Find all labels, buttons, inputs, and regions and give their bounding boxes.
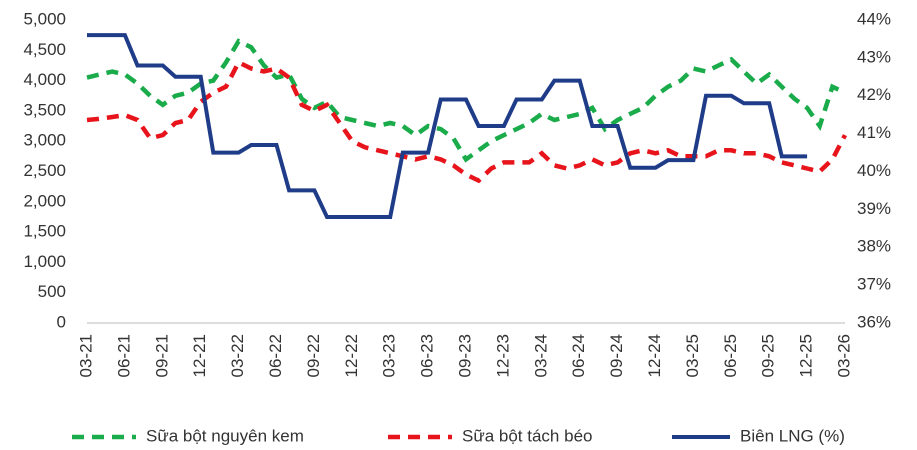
x-tick-label: 03-22: [228, 334, 247, 377]
y-tick-label: 4,500: [23, 40, 66, 59]
x-tick-label: 03-26: [834, 334, 853, 377]
x-tick-label: 12-24: [645, 334, 664, 377]
legend-label: Biên LNG (%): [740, 426, 845, 445]
x-tick-label: 06-24: [569, 334, 588, 377]
x-tick-label: 03-24: [531, 334, 550, 377]
y-tick-label: 500: [38, 282, 66, 301]
y-tick-label: 0: [57, 312, 66, 331]
legend-label: Sữa bột tách béo: [462, 426, 592, 445]
y2-tick-label: 42%: [857, 85, 891, 104]
y-tick-label: 5,000: [23, 9, 66, 28]
y2-tick-label: 44%: [857, 9, 891, 28]
y-tick-label: 1,000: [23, 252, 66, 271]
x-tick-label: 06-22: [266, 334, 285, 377]
y-tick-label: 2,000: [23, 191, 66, 210]
legend-label: Sữa bột nguyên kem: [146, 426, 304, 445]
y2-tick-label: 37%: [857, 275, 891, 294]
series-line: [87, 33, 808, 219]
x-tick-label: 12-25: [797, 334, 816, 377]
y2-tick-label: 41%: [857, 123, 891, 142]
x-tick-label: 06-25: [721, 334, 740, 377]
y2-tick-label: 39%: [857, 199, 891, 218]
x-tick-label: 09-25: [759, 334, 778, 377]
y-tick-label: 3,000: [23, 131, 66, 150]
y-tick-label: 2,500: [23, 161, 66, 180]
x-tick-label: 09-22: [304, 334, 323, 377]
x-tick-label: 12-21: [190, 334, 209, 377]
y2-tick-label: 40%: [857, 161, 891, 180]
x-tick-label: 12-22: [342, 334, 361, 377]
series-line: [86, 38, 846, 163]
x-tick-label: 09-21: [152, 334, 171, 377]
x-tick-label: 06-23: [418, 334, 437, 377]
y-tick-label: 4,000: [23, 70, 66, 89]
x-tick-label: 09-23: [455, 334, 474, 377]
x-tick-label: 03-23: [380, 334, 399, 377]
x-tick-label: 09-24: [607, 334, 626, 377]
x-tick-label: 12-23: [493, 334, 512, 377]
y2-tick-label: 43%: [857, 47, 891, 66]
x-tick-label: 03-25: [683, 334, 702, 377]
x-tick-label: 06-21: [114, 334, 133, 377]
x-tick-label: 03-21: [76, 334, 95, 377]
y2-tick-label: 36%: [857, 312, 891, 331]
y-tick-label: 3,500: [23, 100, 66, 119]
y2-tick-label: 38%: [857, 237, 891, 256]
y-tick-label: 1,500: [23, 222, 66, 241]
